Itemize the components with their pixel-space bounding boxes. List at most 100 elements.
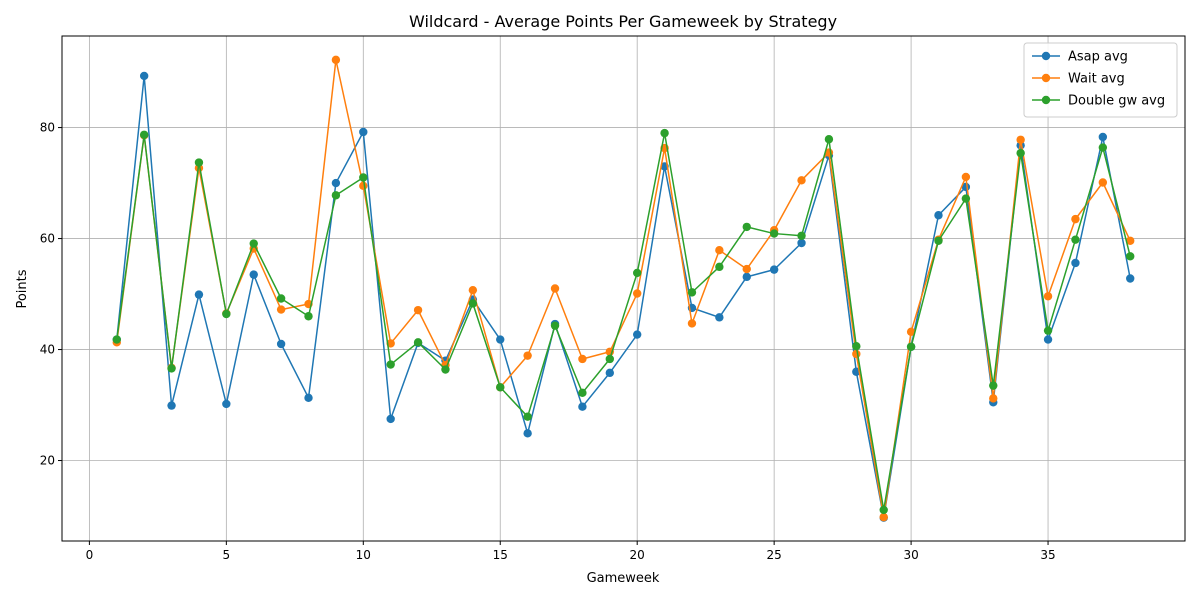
data-point bbox=[496, 335, 505, 344]
data-point bbox=[304, 312, 313, 321]
data-point bbox=[222, 399, 231, 409]
data-point bbox=[1071, 258, 1080, 268]
legend-box bbox=[1023, 42, 1178, 118]
x-tick-label: 20 bbox=[630, 548, 645, 562]
data-point bbox=[1043, 335, 1053, 344]
data-point bbox=[961, 194, 971, 203]
x-axis-label: Gameweek bbox=[587, 571, 660, 586]
legend: Asap avg Wait avg Double gw avg bbox=[1023, 42, 1178, 118]
y-tick-label: 40 bbox=[40, 343, 55, 357]
data-point bbox=[523, 351, 532, 360]
data-point bbox=[715, 246, 724, 255]
data-point bbox=[742, 264, 751, 274]
data-point bbox=[413, 338, 423, 347]
data-point bbox=[167, 401, 176, 410]
y-tick-label: 20 bbox=[40, 454, 55, 468]
data-point bbox=[1126, 236, 1135, 245]
data-point bbox=[249, 239, 258, 248]
data-point bbox=[441, 365, 450, 374]
data-point bbox=[550, 284, 560, 293]
x-tick-label: 10 bbox=[356, 548, 371, 562]
data-point bbox=[331, 191, 341, 200]
data-point bbox=[687, 288, 697, 297]
data-point bbox=[139, 71, 149, 81]
data-point bbox=[715, 313, 724, 322]
data-point bbox=[249, 270, 258, 279]
data-point bbox=[989, 394, 998, 403]
data-point bbox=[523, 412, 532, 421]
data-point bbox=[276, 339, 286, 349]
x-axis-ticks: 0 5 10 15 20 25 30 35 bbox=[86, 541, 1056, 562]
series-line bbox=[116, 132, 1131, 511]
data-point bbox=[769, 229, 779, 238]
y-tick-label: 80 bbox=[40, 121, 55, 135]
data-point bbox=[468, 299, 478, 308]
data-point bbox=[1126, 252, 1135, 261]
data-point bbox=[1126, 274, 1135, 283]
data-point bbox=[1098, 178, 1108, 187]
data-point bbox=[276, 294, 286, 303]
data-point bbox=[167, 364, 176, 373]
plot-frame bbox=[61, 35, 1186, 542]
series-layer bbox=[112, 55, 1135, 522]
data-point bbox=[852, 342, 861, 351]
data-point bbox=[934, 236, 943, 245]
data-point bbox=[359, 181, 368, 191]
data-point bbox=[578, 402, 587, 411]
data-point bbox=[1043, 292, 1053, 301]
data-point bbox=[632, 289, 642, 298]
data-point bbox=[605, 354, 615, 364]
data-point bbox=[715, 262, 724, 272]
data-point bbox=[1016, 148, 1025, 158]
data-point bbox=[742, 222, 751, 232]
data-point bbox=[112, 335, 121, 344]
data-point bbox=[687, 319, 697, 328]
chart-title: Wildcard - Average Points Per Gameweek b… bbox=[409, 12, 837, 31]
data-point bbox=[222, 309, 231, 319]
data-point bbox=[523, 429, 532, 438]
legend-label: Double gw avg bbox=[1068, 94, 1165, 109]
data-point bbox=[359, 173, 368, 182]
data-point bbox=[824, 135, 834, 144]
data-point bbox=[276, 305, 286, 314]
data-point bbox=[879, 505, 888, 515]
data-point bbox=[331, 55, 341, 65]
data-point bbox=[769, 265, 779, 274]
data-point bbox=[578, 388, 587, 398]
data-point bbox=[413, 305, 423, 315]
y-tick-label: 60 bbox=[40, 232, 55, 246]
data-point bbox=[1071, 235, 1080, 244]
data-point bbox=[989, 381, 998, 390]
x-tick-label: 0 bbox=[86, 548, 94, 562]
data-point bbox=[139, 130, 149, 139]
data-point bbox=[304, 393, 313, 403]
y-axis-ticks: 20 40 60 80 bbox=[40, 121, 62, 468]
y-axis-label: Points bbox=[15, 269, 30, 308]
x-tick-label: 30 bbox=[903, 548, 918, 562]
data-point bbox=[852, 349, 861, 359]
x-tick-label: 15 bbox=[493, 548, 508, 562]
series-line bbox=[116, 75, 1131, 519]
data-point bbox=[194, 290, 204, 299]
legend-marker bbox=[1041, 73, 1051, 83]
data-point bbox=[934, 211, 943, 220]
series-3 bbox=[112, 128, 1135, 515]
data-point bbox=[961, 172, 971, 182]
legend-item: Wait avg bbox=[1032, 72, 1125, 87]
x-tick-label: 25 bbox=[767, 548, 782, 562]
legend-marker bbox=[1041, 95, 1051, 105]
legend-marker bbox=[1041, 51, 1051, 61]
data-point bbox=[1098, 132, 1108, 142]
x-tick-label: 35 bbox=[1040, 548, 1055, 562]
legend-label: Asap avg bbox=[1068, 50, 1128, 65]
data-point bbox=[879, 512, 888, 522]
data-point bbox=[1043, 326, 1053, 335]
data-point bbox=[386, 414, 395, 424]
data-point bbox=[386, 360, 395, 369]
legend-label: Wait avg bbox=[1068, 72, 1125, 87]
data-point bbox=[194, 158, 204, 167]
data-point bbox=[1016, 135, 1025, 144]
data-point bbox=[496, 383, 505, 392]
data-point bbox=[797, 231, 806, 240]
